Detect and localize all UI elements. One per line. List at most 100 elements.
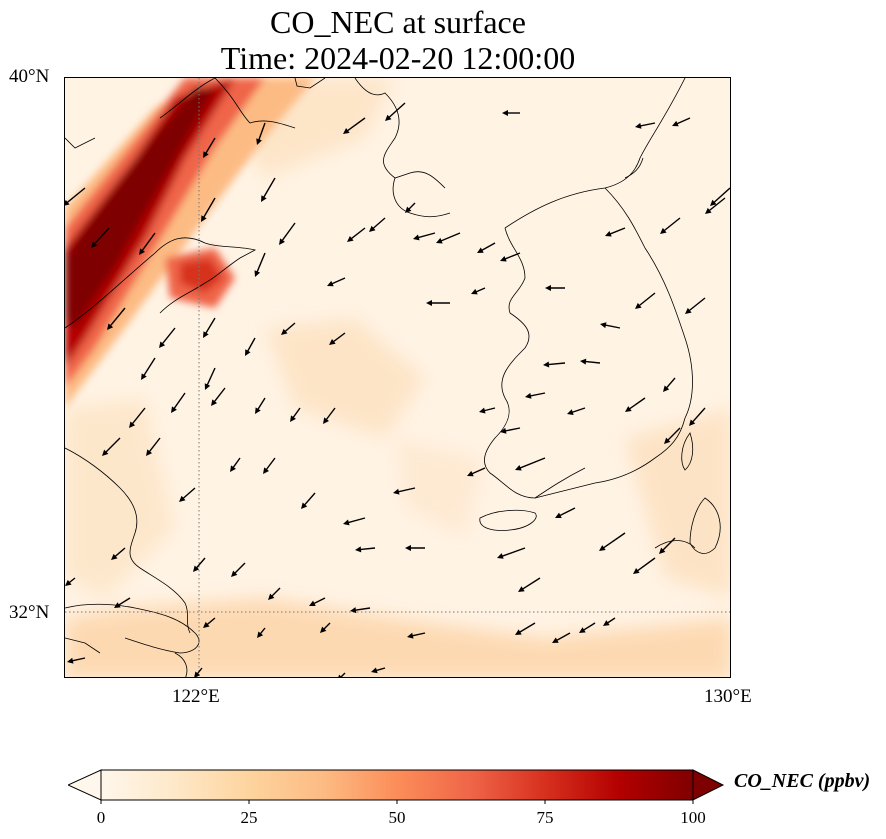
concentration-field	[65, 78, 730, 677]
wind-arrow	[497, 547, 526, 559]
wind-arrow	[279, 222, 296, 245]
wind-arrow	[114, 597, 131, 608]
wind-arrow	[385, 102, 406, 121]
wind-arrow	[663, 377, 676, 392]
wind-arrow	[230, 457, 241, 472]
wind-arrow	[515, 622, 536, 635]
wind-arrow	[371, 667, 386, 674]
wind-arrow	[347, 227, 366, 242]
wind-arrow	[65, 187, 86, 206]
wind-arrow	[301, 492, 316, 509]
wind-arrow	[405, 545, 425, 551]
lon-label-130e: 130°E	[704, 686, 752, 707]
wind-arrow	[471, 287, 486, 295]
wind-arrow	[467, 467, 486, 477]
wind-arrow	[518, 577, 541, 592]
wind-arrow	[320, 622, 331, 633]
wind-arrow	[204, 367, 216, 390]
lat-label-32n: 32°N	[9, 602, 50, 623]
wind-arrow	[67, 657, 86, 664]
wind-arrow	[436, 232, 461, 244]
coastlines	[65, 78, 721, 677]
colorbar	[68, 769, 725, 804]
colorbar-extend-min	[68, 769, 102, 801]
lon-label-122e: 122°E	[172, 686, 220, 707]
wind-arrow	[256, 122, 266, 145]
wind-arrow	[102, 437, 121, 456]
wind-arrow	[500, 427, 521, 434]
wind-arrow	[281, 322, 296, 335]
wind-arrow	[500, 252, 521, 262]
lat-label-40n: 40°N	[9, 66, 50, 87]
wind-arrow	[91, 227, 110, 248]
wind-arrow	[413, 232, 436, 241]
colorbar-gradient	[100, 769, 694, 801]
wind-arrow	[477, 242, 496, 253]
wind-arrow	[580, 358, 601, 365]
colorbar-tick-label: 25	[240, 808, 258, 827]
map-canvas	[65, 78, 730, 677]
colorbar-tick-label: 50	[388, 808, 406, 827]
wind-arrow	[257, 627, 266, 638]
wind-arrow	[479, 407, 496, 414]
wind-arrow	[261, 177, 276, 202]
wind-arrow	[567, 407, 586, 415]
wind-arrow	[552, 632, 571, 643]
wind-arrow	[672, 117, 691, 127]
wind-arrow	[603, 617, 616, 626]
wind-arrow	[555, 507, 576, 518]
wind-arrow	[599, 532, 626, 551]
wind-arrow	[689, 407, 706, 426]
title-variable: CO_NEC at surface	[270, 4, 526, 40]
wind-arrow	[343, 517, 366, 526]
wind-arrow	[350, 607, 371, 614]
colorbar-tick-label: 75	[536, 808, 554, 827]
wind-arrow	[231, 562, 246, 577]
wind-arrow	[255, 397, 266, 414]
wind-arrow	[309, 597, 326, 606]
wind-arrow	[146, 437, 161, 456]
wind-arrow	[203, 617, 216, 628]
wind-arrow	[141, 357, 156, 380]
wind-arrow	[65, 577, 76, 586]
wind-arrow	[545, 285, 565, 291]
wind-arrow	[263, 457, 276, 474]
wind-arrow	[203, 137, 216, 158]
wind-arrow	[502, 110, 520, 116]
wind-arrow	[193, 557, 206, 572]
wind-arrow	[355, 546, 376, 553]
wind-arrow	[710, 187, 730, 206]
wind-vector-field	[65, 102, 730, 677]
wind-arrow	[171, 392, 186, 413]
wind-arrow	[405, 202, 416, 213]
wind-arrow	[633, 557, 656, 574]
wind-arrow	[203, 317, 216, 338]
wind-arrow	[111, 547, 126, 560]
wind-arrow	[659, 537, 676, 554]
wind-arrow	[515, 457, 546, 471]
wind-arrow	[705, 197, 726, 214]
colorbar-extend-max	[692, 769, 725, 801]
wind-arrow	[159, 327, 176, 348]
wind-arrow	[407, 632, 426, 639]
wind-arrow	[329, 332, 346, 345]
colorbar-label: CO_NEC (ppbv)	[734, 770, 871, 792]
wind-arrow	[579, 622, 596, 633]
wind-arrow	[194, 667, 203, 677]
wind-arrow	[254, 252, 266, 277]
wind-arrow	[635, 292, 656, 309]
wind-arrow	[625, 397, 646, 412]
wind-arrow	[323, 407, 336, 424]
wind-arrow	[268, 587, 281, 600]
wind-arrow	[525, 392, 546, 399]
wind-arrow	[426, 300, 450, 306]
wind-arrow	[664, 427, 681, 444]
wind-arrow	[129, 407, 146, 428]
title-time: Time: 2024-02-20 12:00:00	[220, 40, 576, 76]
map-panel	[64, 77, 731, 678]
wind-arrow	[343, 117, 366, 134]
wind-arrow	[600, 322, 621, 329]
wind-arrow	[290, 407, 301, 422]
wind-arrow	[605, 227, 626, 237]
wind-arrow	[338, 672, 346, 677]
